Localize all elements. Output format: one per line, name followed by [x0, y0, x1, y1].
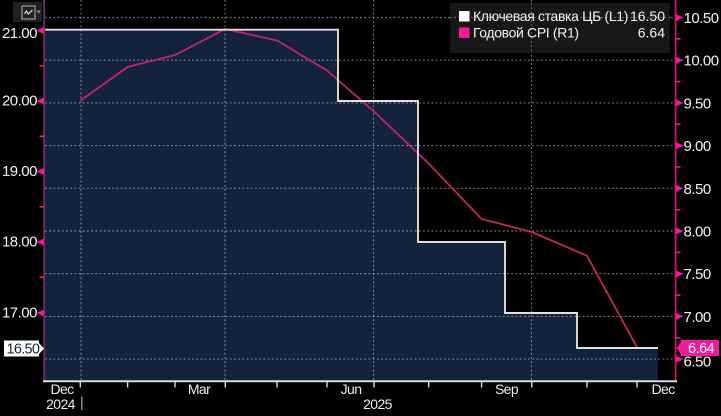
svg-text:21.00: 21.00 [2, 25, 37, 42]
svg-text:20.00: 20.00 [2, 93, 37, 110]
svg-text:9.00: 9.00 [684, 138, 711, 155]
svg-text:Dec: Dec [651, 381, 675, 397]
svg-text:Mar: Mar [188, 381, 211, 397]
svg-text:Ключевая ставка ЦБ (L1): Ключевая ставка ЦБ (L1) [473, 8, 628, 24]
svg-text:10.00: 10.00 [684, 53, 719, 70]
svg-text:18.00: 18.00 [2, 234, 37, 251]
svg-text:7.50: 7.50 [684, 266, 711, 283]
svg-text:8.00: 8.00 [684, 224, 711, 241]
svg-text:Годовой CPI (R1): Годовой CPI (R1) [473, 25, 579, 41]
svg-text:2025: 2025 [363, 396, 393, 412]
svg-text:9.50: 9.50 [684, 95, 711, 112]
svg-text:6.50: 6.50 [684, 354, 711, 371]
svg-text:Jun: Jun [341, 381, 362, 397]
svg-text:19.00: 19.00 [2, 163, 37, 180]
svg-text:6.64: 6.64 [688, 341, 715, 357]
svg-text:10.50: 10.50 [684, 10, 719, 27]
svg-text:6.64: 6.64 [638, 25, 665, 41]
svg-text:16.50: 16.50 [7, 342, 40, 358]
svg-text:16.50: 16.50 [630, 8, 665, 24]
svg-text:17.00: 17.00 [2, 305, 37, 322]
svg-text:8.50: 8.50 [684, 181, 711, 198]
svg-text:2024: 2024 [46, 396, 76, 412]
svg-text:7.00: 7.00 [684, 309, 711, 326]
svg-text:Dec: Dec [50, 381, 74, 397]
svg-text:Sep: Sep [495, 381, 519, 397]
